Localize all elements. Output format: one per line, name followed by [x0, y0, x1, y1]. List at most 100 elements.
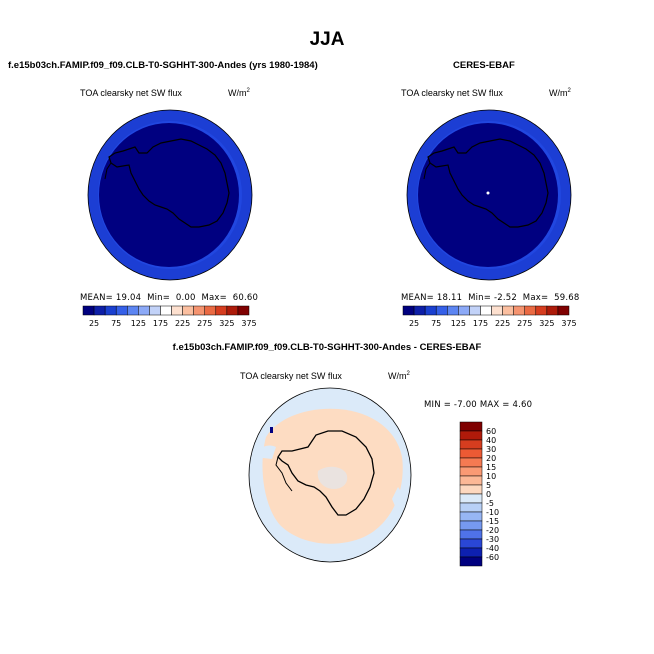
colorbar-box	[458, 305, 470, 316]
colorbar-box	[546, 305, 559, 316]
colorbar-box	[459, 457, 483, 468]
panel1-colorbar: 25 75 125 175 225 275 325 375	[82, 305, 257, 328]
pole-marker	[486, 191, 490, 195]
colorbar-box	[459, 484, 483, 495]
colorbar-box	[413, 305, 426, 316]
diff-title: f.e15b03ch.FAMIP.f09_f09.CLB-T0-SGHHT-30…	[172, 342, 482, 353]
colorbar-label: 175	[473, 319, 488, 328]
colorbar-label: 75	[111, 319, 121, 328]
diff-variable: TOA clearsky net SW flux	[240, 371, 342, 381]
colorbar-label: 225	[175, 319, 190, 328]
peninsula	[275, 456, 293, 492]
colorbar-label: 175	[153, 319, 168, 328]
colorbar-label: 15	[486, 463, 496, 472]
colorbar-label: -15	[486, 517, 499, 526]
colorbar-box	[524, 305, 537, 316]
colorbar-label: 25	[409, 319, 419, 328]
panel1-variable: TOA clearsky net SW flux	[80, 88, 182, 98]
colorbar-label: 375	[561, 319, 576, 328]
colorbar-label: 125	[451, 319, 466, 328]
colorbar-box	[127, 305, 139, 316]
diff-min-max: MIN = -7.00 MAX = 4.60	[424, 400, 533, 410]
colorbar-box	[93, 305, 106, 316]
colorbar-box	[447, 305, 459, 316]
polar-region	[99, 123, 239, 267]
colorbar-box	[480, 305, 492, 316]
negative-spot	[270, 427, 273, 433]
colorbar-label: -60	[486, 553, 499, 562]
negative-patch	[254, 445, 276, 459]
colorbar-label: 40	[486, 436, 496, 445]
colorbar-label: 20	[486, 454, 496, 463]
colorbar-box	[204, 305, 217, 316]
colorbar-box	[491, 305, 503, 316]
colorbar-box	[82, 305, 95, 316]
colorbar-box	[459, 511, 483, 522]
coastline	[427, 138, 549, 228]
panel2-units: W/m2	[549, 88, 571, 98]
polar-region	[418, 123, 558, 267]
panel2-stats: MEAN= 18.11 Min= -2.52 Max= 59.68	[401, 293, 580, 303]
colorbar-box	[171, 305, 183, 316]
colorbar-box	[459, 547, 483, 558]
peninsula	[423, 162, 431, 180]
main-title: JJA	[309, 29, 345, 50]
colorbar-box	[160, 305, 172, 316]
colorbar-box	[402, 305, 415, 316]
panel2-colorbar: 25 75 125 175 225 275 325 375	[402, 305, 577, 328]
panel2-title: CERES-EBAF	[453, 60, 515, 71]
panel1-units: W/m2	[228, 88, 250, 98]
coastline	[108, 138, 230, 228]
colorbar-box	[459, 421, 483, 432]
colorbar-label: 325	[539, 319, 554, 328]
colorbar-box	[459, 475, 483, 486]
colorbar-box	[459, 448, 483, 459]
colorbar-label: 125	[131, 319, 146, 328]
colorbar-box	[502, 305, 514, 316]
negative-patch	[392, 487, 403, 513]
colorbar-box	[138, 305, 150, 316]
colorbar-box	[557, 305, 570, 316]
colorbar-box	[459, 466, 483, 477]
colorbar-box	[513, 305, 525, 316]
colorbar-box	[115, 305, 128, 316]
colorbar-box	[435, 305, 448, 316]
colorbar-label: -40	[486, 544, 499, 553]
colorbar-box	[237, 305, 250, 316]
colorbar-box	[104, 305, 117, 316]
colorbar-box	[424, 305, 437, 316]
colorbar-box	[459, 430, 483, 441]
colorbar-box	[459, 493, 483, 504]
colorbar-label: -10	[486, 508, 499, 517]
colorbar-box	[193, 305, 205, 316]
colorbar-label: 0	[486, 490, 491, 499]
colorbar-label: 25	[89, 319, 99, 328]
negative-patch	[317, 466, 348, 489]
panel1-title: f.e15b03ch.FAMIP.f09_f09.CLB-T0-SGHHT-30…	[8, 60, 318, 71]
colorbar-box	[459, 439, 483, 450]
colorbar-label: 325	[219, 319, 234, 328]
colorbar-label: -20	[486, 526, 499, 535]
colorbar-label: 60	[486, 427, 496, 436]
colorbar-label: -30	[486, 535, 499, 544]
colorbar-label: 275	[197, 319, 212, 328]
colorbar-box	[226, 305, 239, 316]
coastline	[277, 430, 375, 516]
colorbar-label: 10	[486, 472, 496, 481]
colorbar-box	[459, 529, 483, 540]
colorbar-label: 5	[486, 481, 491, 490]
colorbar-label: 275	[517, 319, 532, 328]
colorbar-label: 75	[431, 319, 441, 328]
colorbar-box	[215, 305, 228, 316]
panel2-map	[406, 109, 572, 281]
colorbar-label: 225	[495, 319, 510, 328]
colorbar-box	[459, 538, 483, 549]
colorbar-box	[459, 502, 483, 513]
colorbar-label: -5	[486, 499, 494, 508]
panel2-variable: TOA clearsky net SW flux	[401, 88, 503, 98]
colorbar-label: 375	[241, 319, 256, 328]
colorbar-label: 30	[486, 445, 496, 454]
diff-map	[248, 387, 412, 563]
